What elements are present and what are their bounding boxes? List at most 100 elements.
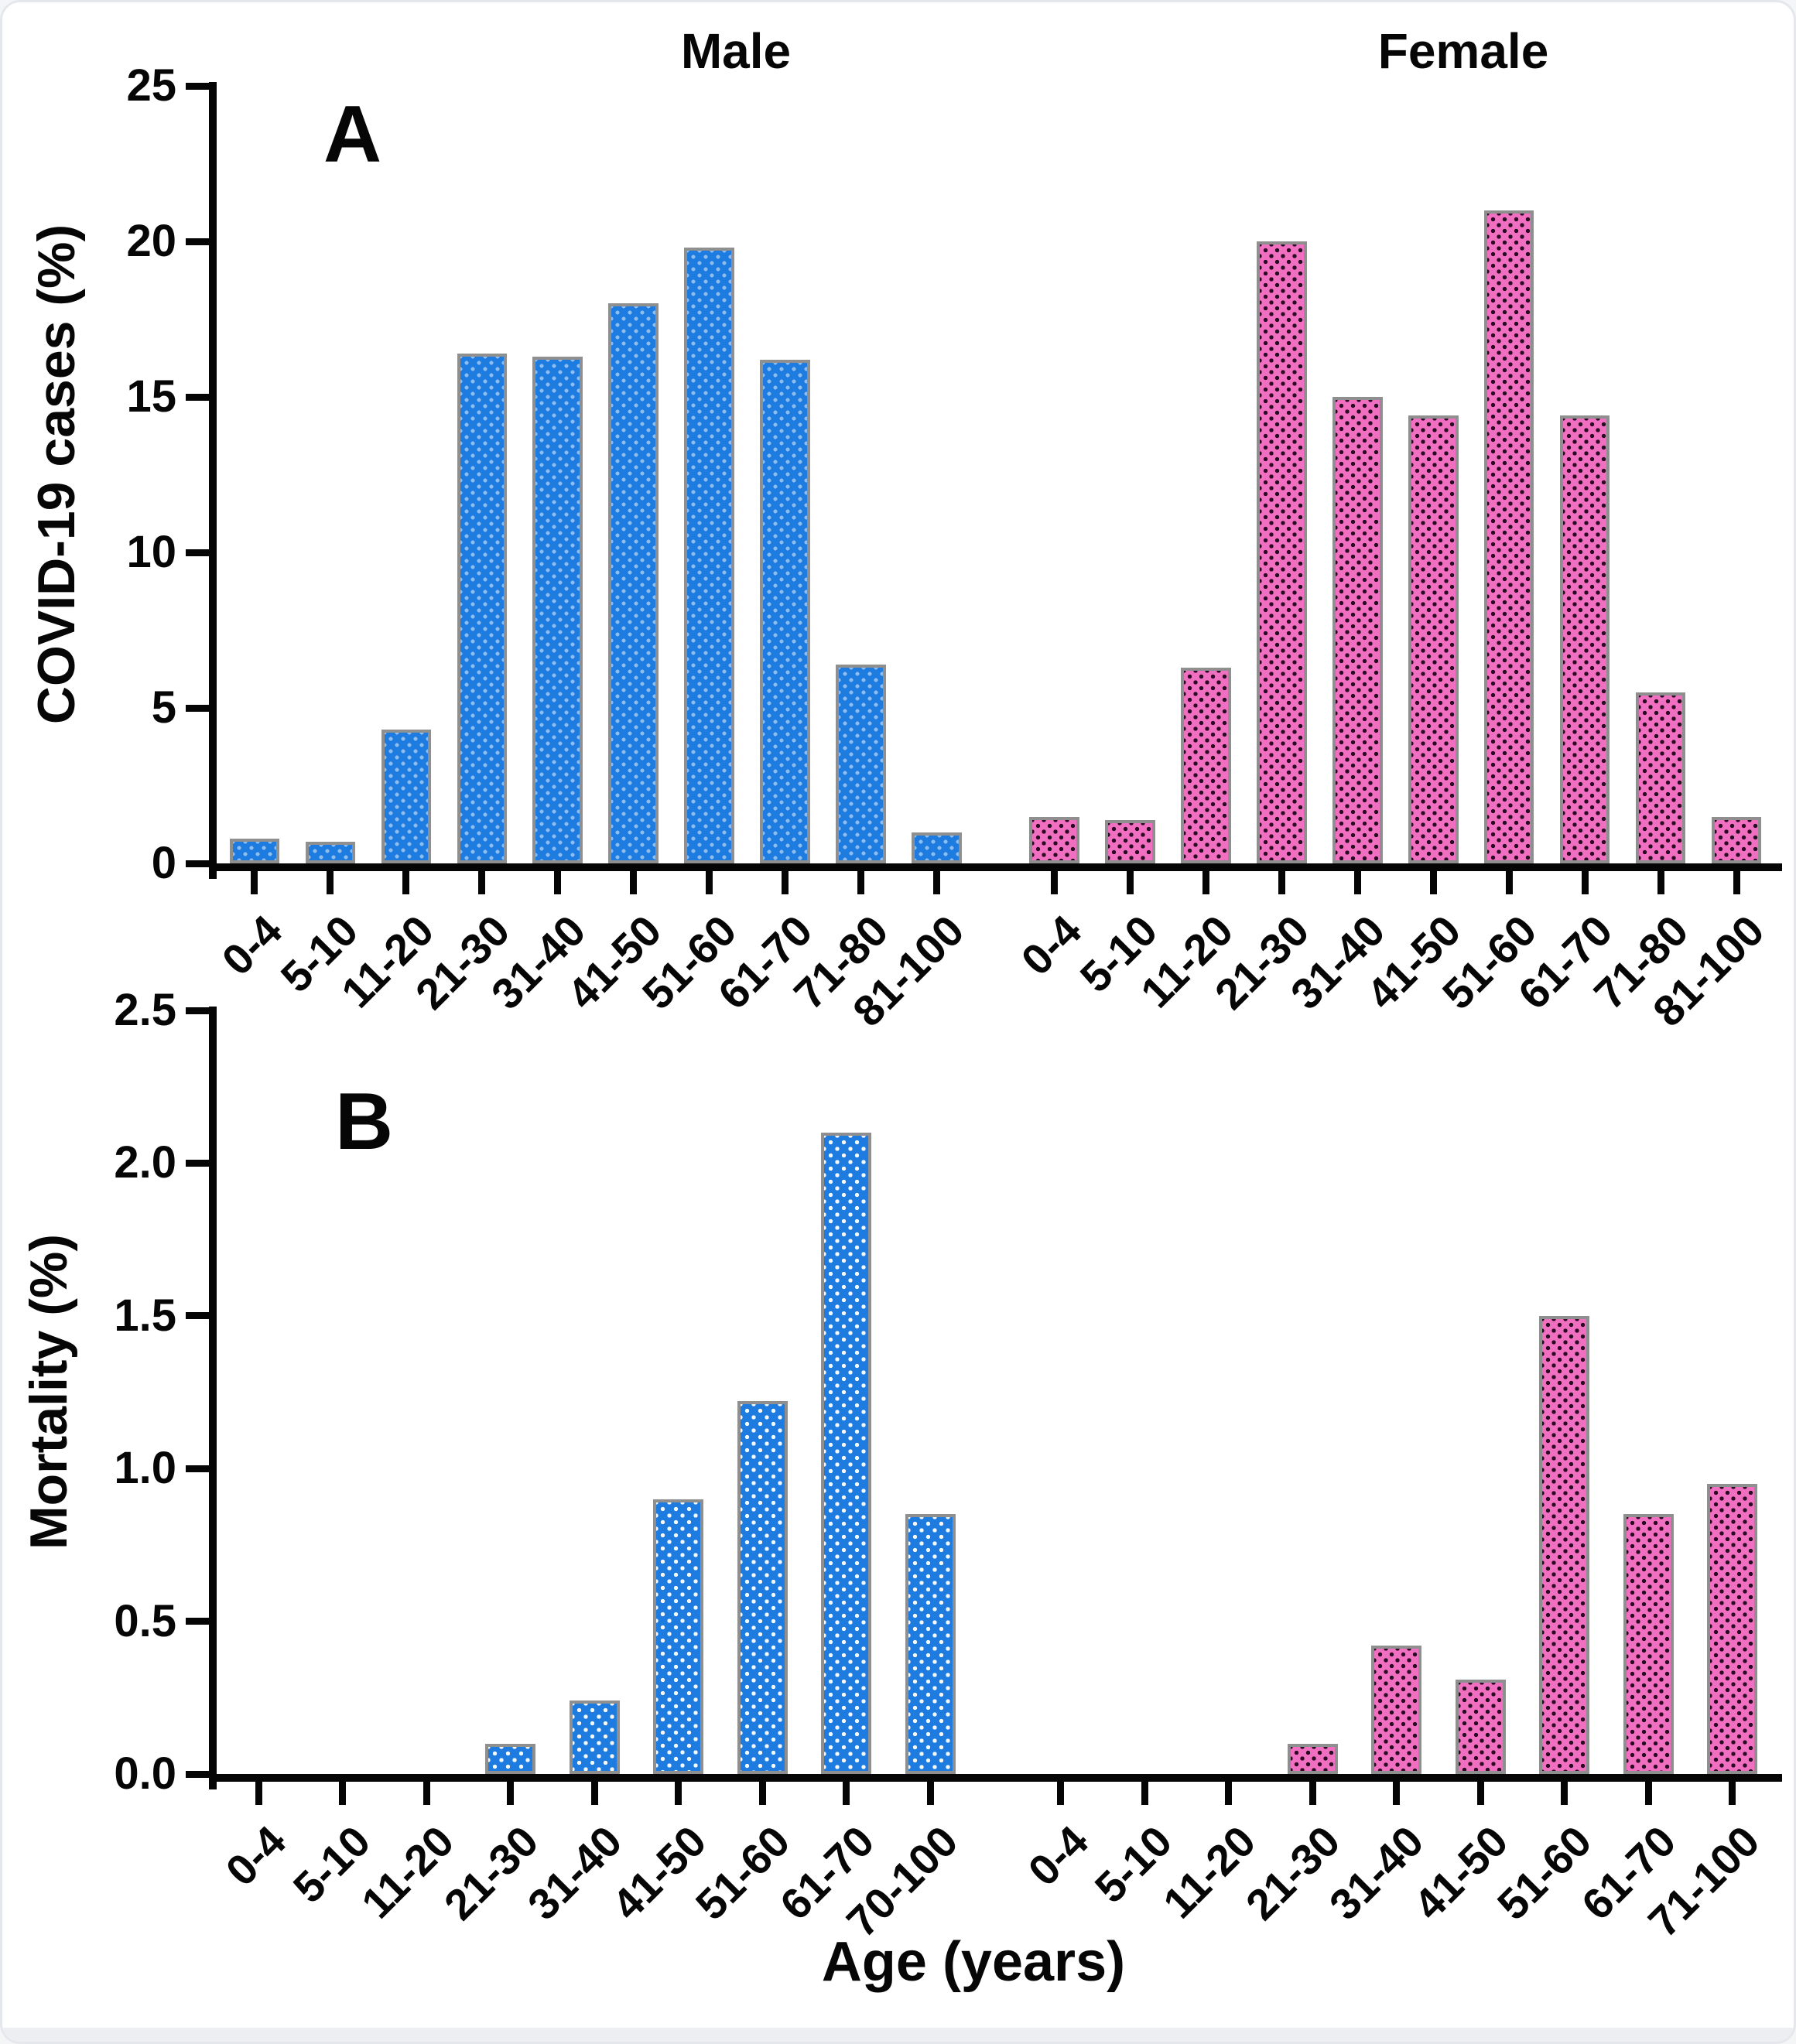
x-tick bbox=[1278, 871, 1285, 894]
x-tick bbox=[843, 1782, 850, 1805]
bar-female-0-4 bbox=[1029, 816, 1079, 863]
x-tick bbox=[1309, 1782, 1316, 1805]
y-tick-label: 0 bbox=[151, 838, 176, 888]
bar-male-70-100 bbox=[905, 1514, 956, 1774]
x-tick bbox=[507, 1782, 515, 1805]
y-axis-line bbox=[209, 1007, 217, 1789]
x-tick bbox=[1561, 1782, 1569, 1805]
x-tick-label-male-31-40: 31-40 bbox=[518, 1816, 631, 1929]
x-tick-label-male-21-30: 21-30 bbox=[434, 1816, 548, 1929]
y-tick bbox=[186, 1159, 209, 1167]
x-tick bbox=[1429, 871, 1437, 894]
panel-b-letter: B bbox=[335, 1077, 394, 1167]
x-tick bbox=[1733, 871, 1740, 894]
y-tick-label: 20 bbox=[126, 216, 176, 266]
x-tick-label-female-21-30: 21-30 bbox=[1236, 1816, 1350, 1929]
x-tick bbox=[1057, 1782, 1065, 1805]
x-tick-label-male-0-4: 0-4 bbox=[216, 1816, 296, 1895]
x-axis-title: Age (years) bbox=[821, 1931, 1126, 1993]
y-tick bbox=[186, 860, 209, 867]
y-tick bbox=[186, 704, 209, 712]
bar-female-51-60 bbox=[1483, 210, 1534, 863]
y-tick bbox=[186, 1465, 209, 1472]
x-tick bbox=[1202, 871, 1209, 894]
x-tick bbox=[478, 871, 486, 894]
x-tick bbox=[554, 871, 562, 894]
x-tick bbox=[1729, 1782, 1736, 1805]
x-tick bbox=[1644, 1782, 1652, 1805]
x-tick bbox=[1126, 871, 1134, 894]
y-tick-label: 10 bbox=[126, 527, 176, 577]
x-tick-label-female-51-60: 51-60 bbox=[1488, 1816, 1601, 1929]
x-tick-label-female-31-40: 31-40 bbox=[1320, 1816, 1433, 1929]
bar-female-11-20 bbox=[1181, 667, 1231, 863]
x-tick-label-female-0-4: 0-4 bbox=[1018, 1816, 1097, 1895]
x-tick bbox=[1476, 1782, 1484, 1805]
bar-male-51-60 bbox=[737, 1401, 788, 1774]
x-tick bbox=[706, 871, 713, 894]
x-tick bbox=[782, 871, 789, 894]
x-tick-label-male-11-20: 11-20 bbox=[351, 1816, 464, 1928]
x-axis-line bbox=[209, 863, 1782, 871]
group-header-male: Male bbox=[680, 23, 792, 79]
y-tick-label: 25 bbox=[126, 60, 176, 111]
x-tick bbox=[1393, 1782, 1401, 1805]
bar-male-31-40 bbox=[532, 356, 583, 863]
x-tick bbox=[857, 871, 865, 894]
bar-male-41-50 bbox=[653, 1499, 704, 1774]
bar-male-81-100 bbox=[912, 832, 962, 863]
y-tick-label: 2.0 bbox=[114, 1137, 176, 1188]
x-tick bbox=[926, 1782, 934, 1805]
panel-a-letter: A bbox=[323, 90, 382, 179]
x-tick bbox=[255, 1782, 262, 1805]
x-tick bbox=[1581, 871, 1589, 894]
bar-female-21-30 bbox=[1256, 241, 1307, 863]
x-tick bbox=[1657, 871, 1664, 894]
bar-female-41-50 bbox=[1455, 1679, 1506, 1774]
x-tick-label-female-11-20: 11-20 bbox=[1154, 1816, 1265, 1928]
y-tick bbox=[186, 1770, 209, 1778]
x-tick bbox=[630, 871, 638, 894]
bar-female-51-60 bbox=[1539, 1315, 1590, 1774]
y-tick bbox=[186, 1312, 209, 1320]
y-tick bbox=[186, 238, 209, 245]
bar-male-21-30 bbox=[485, 1743, 536, 1774]
bar-male-51-60 bbox=[684, 248, 735, 863]
bar-male-41-50 bbox=[608, 303, 659, 863]
x-tick bbox=[402, 871, 410, 894]
bar-female-41-50 bbox=[1408, 415, 1459, 863]
panel-b-y-axis-title: Mortality (%) bbox=[19, 1234, 78, 1550]
bar-male-31-40 bbox=[569, 1700, 620, 1774]
bottom-edge-strip bbox=[2, 2028, 1794, 2042]
bar-female-21-30 bbox=[1287, 1743, 1338, 1774]
x-tick bbox=[422, 1782, 430, 1805]
bar-female-71-100 bbox=[1707, 1483, 1758, 1774]
bar-male-11-20 bbox=[381, 730, 432, 863]
group-header-female: Female bbox=[1377, 23, 1549, 79]
x-tick bbox=[1050, 871, 1058, 894]
y-tick bbox=[186, 549, 209, 556]
bar-male-61-70 bbox=[821, 1132, 872, 1774]
x-tick bbox=[758, 1782, 766, 1805]
bar-male-0-4 bbox=[229, 838, 280, 863]
bar-female-5-10 bbox=[1105, 819, 1155, 863]
x-tick bbox=[251, 871, 258, 894]
x-tick bbox=[1141, 1782, 1148, 1805]
x-axis-line bbox=[209, 1774, 1782, 1782]
y-tick-label: 0.5 bbox=[114, 1595, 176, 1646]
bar-female-61-70 bbox=[1623, 1514, 1674, 1774]
bar-female-31-40 bbox=[1332, 397, 1383, 863]
x-tick bbox=[339, 1782, 347, 1805]
bar-female-71-80 bbox=[1635, 692, 1686, 863]
y-tick-label: 15 bbox=[126, 371, 176, 422]
x-tick bbox=[1353, 871, 1361, 894]
x-tick bbox=[1505, 871, 1513, 894]
y-tick bbox=[186, 1618, 209, 1625]
bar-female-61-70 bbox=[1559, 415, 1610, 863]
x-tick-label-female-41-50: 41-50 bbox=[1404, 1816, 1517, 1929]
y-tick bbox=[186, 393, 209, 401]
bar-male-21-30 bbox=[457, 353, 508, 863]
y-tick-label: 2.5 bbox=[114, 985, 176, 1035]
x-tick bbox=[933, 871, 941, 894]
